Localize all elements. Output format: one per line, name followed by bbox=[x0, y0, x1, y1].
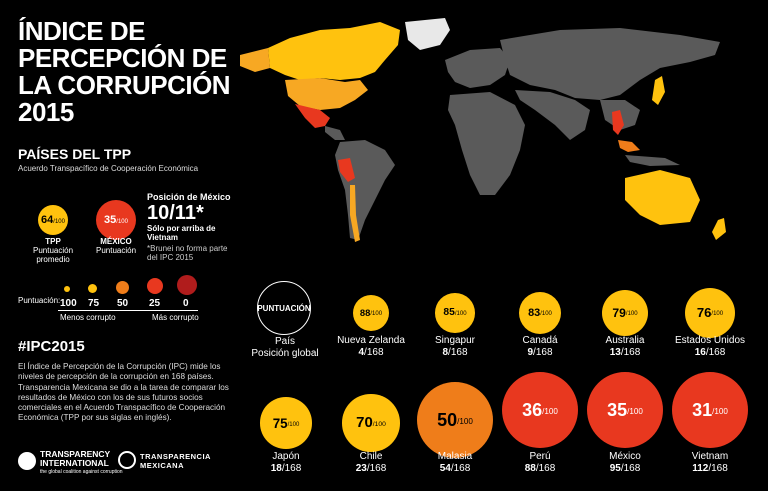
country-score-circle: 88/100 bbox=[352, 294, 390, 332]
country-label: México 95/168 bbox=[609, 451, 641, 474]
canada bbox=[268, 22, 400, 80]
japan-map bbox=[652, 76, 665, 105]
scale-dot-100 bbox=[64, 286, 70, 292]
country-score-circle: 31/100 bbox=[672, 372, 748, 448]
legend-score-circle: PUNTUACIÓN bbox=[257, 281, 311, 335]
peru-map bbox=[338, 158, 355, 182]
usa bbox=[285, 78, 368, 110]
tpp-label: TPP Puntuación promedio bbox=[32, 237, 74, 264]
newzealand-map bbox=[712, 218, 726, 240]
scale-label: Puntuación: bbox=[18, 296, 61, 305]
country-label: Vietnam 112/168 bbox=[691, 451, 729, 474]
country-label: Singapur 8/168 bbox=[434, 335, 476, 358]
country-label: Estados Unidos 16/168 bbox=[674, 335, 746, 358]
malaysia-map bbox=[618, 140, 640, 152]
subtitle: PAÍSES DEL TPP bbox=[18, 146, 132, 162]
country-score-circle: 35/100 bbox=[587, 372, 663, 448]
alaska bbox=[240, 48, 270, 72]
less-corrupt-label: Menos corrupto bbox=[60, 313, 116, 322]
tpp-score-circle: 64/100 bbox=[38, 205, 68, 235]
country-label: Australia 13/168 bbox=[605, 335, 645, 358]
country-score-circle: 76/100 bbox=[684, 287, 736, 339]
country-label: Canadá 9/168 bbox=[522, 335, 558, 358]
scale-dot-75 bbox=[88, 284, 97, 293]
mexico-score-circle: 35/100 bbox=[96, 200, 136, 240]
legend-label: País Posición global bbox=[251, 336, 319, 359]
country-score-circle: 75/100 bbox=[260, 397, 312, 449]
page-title: ÍNDICE DE PERCEPCIÓN DE LA CORRUPCIÓN 20… bbox=[18, 16, 231, 127]
australia-map bbox=[625, 170, 700, 225]
more-corrupt-label: Más corrupto bbox=[152, 313, 199, 322]
chile-map bbox=[350, 185, 360, 242]
country-score-circle: 70/100 bbox=[342, 394, 400, 452]
description: El Índice de Percepción de la Corrupción… bbox=[18, 362, 229, 423]
country-score-circle: 50/100 bbox=[417, 382, 493, 458]
mexico-map bbox=[295, 104, 330, 128]
country-label: Nueva Zelanda 4/168 bbox=[337, 335, 405, 358]
scale-dot-25 bbox=[147, 278, 163, 294]
scale-dot-0 bbox=[177, 275, 197, 295]
mexico-label: MÉXICO Puntuación bbox=[95, 237, 137, 255]
hashtag: #IPC2015 bbox=[18, 338, 85, 355]
ti-logo-icon bbox=[18, 452, 36, 470]
country-score-circle: 85/100 bbox=[435, 293, 475, 333]
subsubtitle: Acuerdo Transpacífico de Cooperación Eco… bbox=[18, 164, 199, 173]
country-label: Japón 18/168 bbox=[270, 451, 302, 474]
vietnam-map bbox=[612, 110, 624, 135]
country-label: Perú 88/168 bbox=[524, 451, 556, 474]
tm-logo-icon bbox=[118, 451, 136, 469]
mexico-position: Posición de México 10/11* Sólo por arrib… bbox=[147, 192, 231, 262]
country-label: Chile 23/168 bbox=[355, 451, 387, 474]
greenland bbox=[405, 18, 450, 50]
country-score-circle: 83/100 bbox=[518, 291, 562, 335]
scale-line bbox=[58, 310, 198, 311]
country-score-circle: 79/100 bbox=[601, 289, 649, 337]
country-score-circle: 36/100 bbox=[502, 372, 578, 448]
country-label: Malasia 54/168 bbox=[437, 451, 473, 474]
scale-dot-50 bbox=[116, 281, 129, 294]
